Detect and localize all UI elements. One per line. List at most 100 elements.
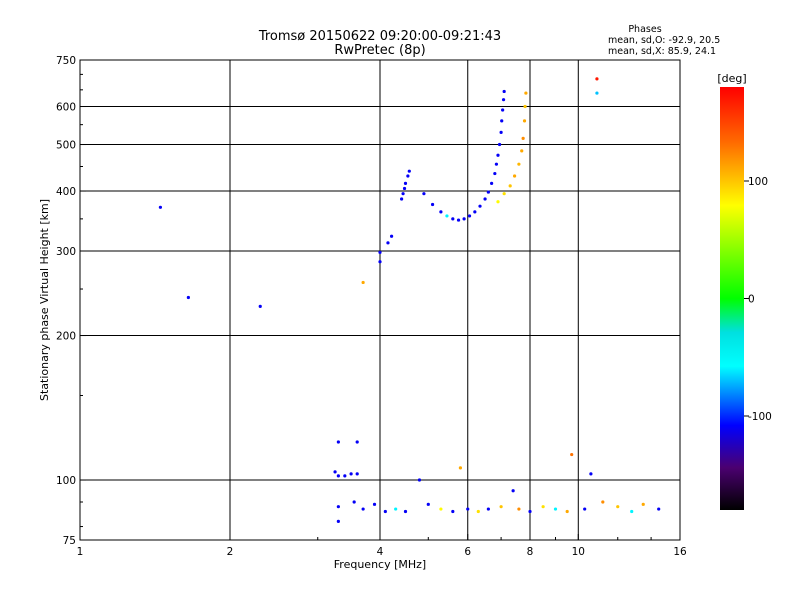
data-point [389, 234, 394, 238]
x-tick-label: 4 [377, 546, 384, 558]
data-point [486, 190, 490, 194]
data-point [439, 210, 443, 214]
data-point [383, 509, 387, 514]
data-point [595, 91, 599, 95]
data-points [158, 77, 661, 523]
y-tick-label: 300 [56, 246, 76, 258]
data-point [502, 89, 506, 94]
data-point [476, 509, 480, 514]
data-point [478, 204, 482, 208]
x-tick-label: 1 [77, 546, 84, 558]
data-point [158, 205, 163, 209]
data-point [336, 440, 340, 444]
data-point [430, 202, 435, 207]
x-tick-label: 6 [464, 546, 471, 558]
colorbar-ticks: 100 0 -100 [744, 176, 772, 423]
data-point [657, 507, 661, 511]
data-point [422, 192, 426, 196]
data-point [403, 509, 408, 514]
data-point [517, 507, 521, 511]
data-point [451, 509, 455, 514]
data-point [386, 241, 390, 245]
data-point [349, 472, 353, 476]
data-point [336, 519, 340, 523]
x-tick-label: 16 [673, 546, 687, 558]
x-axis-label: Frequency [MHz] [334, 558, 426, 571]
data-point [528, 509, 532, 514]
data-point [521, 136, 525, 140]
data-point [426, 502, 430, 506]
stats-o-mode: mean, sd,O: -92.9, 20.5 [608, 35, 720, 46]
y-axis-label: Stationary phase Virtual Height [km] [38, 199, 51, 401]
data-point [501, 108, 505, 112]
data-point [462, 217, 466, 221]
axis-ticks: 1 2 4 6 8 10 16 75 100 200 300 400 500 600 750 [56, 55, 687, 558]
data-point [355, 440, 359, 444]
data-point [451, 217, 455, 221]
x-tick-label: 10 [572, 546, 585, 558]
y-tick-label: 200 [56, 331, 76, 343]
data-point [496, 153, 500, 157]
colorbar-tick-label: 0 [748, 294, 755, 306]
data-point [439, 507, 443, 511]
data-point [616, 505, 620, 509]
data-point [407, 169, 411, 173]
colorbar-tick-label: -100 [748, 411, 772, 423]
data-point [523, 104, 527, 109]
data-point [336, 505, 340, 509]
data-point [541, 505, 545, 509]
data-point [467, 214, 472, 218]
data-point [595, 77, 599, 81]
data-point [493, 171, 497, 176]
data-point [336, 474, 340, 478]
data-point [499, 505, 503, 509]
data-point [501, 98, 506, 102]
stats-x-mode: mean, sd,X: 85.9, 24.1 [608, 46, 716, 57]
grid-lines [80, 60, 680, 540]
data-point [186, 295, 190, 300]
data-point [258, 304, 262, 309]
x-tick-label: 2 [227, 546, 234, 558]
data-point [352, 500, 356, 504]
data-point [378, 250, 382, 255]
data-point [417, 478, 422, 482]
data-point [486, 507, 490, 511]
data-point [456, 218, 461, 222]
data-point [466, 507, 470, 511]
data-point [511, 489, 515, 493]
data-point [524, 91, 528, 95]
data-point [361, 280, 365, 285]
data-point [496, 200, 500, 204]
data-point [497, 142, 502, 147]
data-point [499, 130, 503, 134]
data-point [372, 502, 377, 506]
colorbar-tick-label: 100 [748, 176, 768, 188]
data-point [494, 162, 499, 166]
data-point [458, 466, 463, 470]
data-point [445, 214, 449, 218]
data-point [402, 186, 407, 191]
data-point [553, 507, 558, 511]
data-point [333, 470, 337, 474]
plot-area: 1 2 4 6 8 10 16 75 100 200 300 400 500 600 750 [56, 55, 687, 558]
data-point [473, 210, 477, 214]
data-point [517, 162, 521, 166]
data-point [565, 509, 569, 514]
data-point [490, 181, 494, 185]
y-tick-label: 400 [56, 186, 76, 198]
data-point [520, 149, 524, 153]
chart-title-line1: Tromsø 20150622 09:20:00-09:21:43 [258, 29, 501, 44]
colorbar-unit-label: [deg] [717, 72, 746, 85]
y-tick-label: 75 [63, 535, 76, 547]
data-point [601, 500, 605, 504]
y-tick-label: 750 [56, 55, 76, 67]
data-point [401, 192, 405, 196]
data-point [502, 192, 506, 196]
data-point [403, 181, 408, 185]
data-point [406, 174, 410, 178]
data-point [508, 184, 512, 188]
data-point [400, 197, 404, 201]
data-point [583, 507, 587, 511]
data-point [512, 174, 517, 178]
